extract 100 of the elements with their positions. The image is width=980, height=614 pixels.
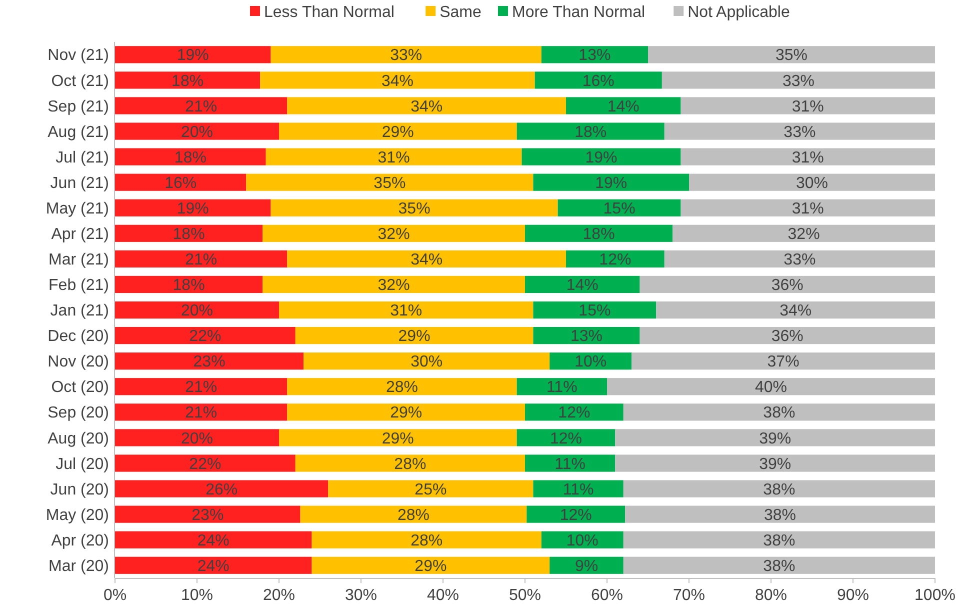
bar: [115, 429, 279, 446]
bar: [115, 72, 260, 89]
x-tick-label: 30%: [344, 587, 378, 604]
data-label: 37%: [767, 354, 800, 371]
data-label: 38%: [763, 404, 796, 422]
data-label: 32%: [378, 277, 410, 294]
x-tick-label: 0%: [103, 587, 127, 604]
bar: [625, 506, 935, 523]
bar: [533, 326, 640, 344]
legend-label: Not Applicable: [688, 4, 790, 21]
data-label: 22%: [189, 456, 222, 473]
bar: [680, 199, 935, 216]
data-label: 21%: [185, 404, 218, 422]
bar: [516, 122, 664, 140]
bar: [615, 454, 935, 472]
bar: [115, 378, 288, 396]
bar: [615, 429, 935, 446]
data-label: 13%: [570, 328, 603, 346]
y-tick-label: Aug (21): [48, 124, 109, 141]
data-label: 23%: [193, 354, 226, 371]
bar: [623, 531, 935, 548]
x-tick-label: 70%: [672, 587, 706, 604]
y-tick-label: Jul (20): [56, 456, 109, 473]
data-label: 38%: [763, 532, 796, 550]
bar: [623, 556, 935, 574]
bar: [287, 404, 525, 421]
y-tick-label: Mar (21): [48, 252, 109, 269]
bar: [262, 276, 525, 294]
data-label: 14%: [607, 98, 640, 116]
bar: [522, 148, 681, 166]
y-tick-label: May (21): [46, 200, 109, 218]
data-label: 34%: [780, 302, 812, 320]
bar: [246, 174, 534, 191]
bar: [525, 276, 640, 294]
x-tick-label: 40%: [426, 587, 460, 604]
legend-label: Same: [440, 4, 482, 21]
data-label: 40%: [754, 379, 788, 396]
y-tick-label: Oct (21): [51, 72, 109, 90]
bar: [287, 97, 566, 114]
data-label: 31%: [792, 200, 824, 218]
data-label: 23%: [192, 506, 224, 524]
bar: [262, 224, 525, 242]
bar: [632, 352, 935, 370]
bar: [260, 72, 535, 89]
bar: [287, 378, 517, 396]
bar: [115, 250, 288, 268]
data-label: 39%: [759, 430, 792, 448]
bar: [312, 531, 542, 548]
data-label: 34%: [410, 98, 443, 116]
data-label: 32%: [378, 226, 410, 243]
bar: [279, 301, 534, 319]
data-label: 29%: [414, 558, 447, 575]
y-tick-label: Jun (20): [50, 481, 109, 498]
bar: [533, 174, 689, 191]
data-label: 34%: [410, 252, 443, 269]
data-label: 19%: [595, 174, 628, 192]
data-label: 10%: [566, 532, 598, 550]
bar: [300, 506, 527, 523]
legend-label: Less Than Normal: [264, 4, 394, 21]
data-label: 20%: [180, 302, 214, 320]
data-label: 26%: [206, 481, 238, 498]
y-tick-label: Oct (20): [51, 379, 109, 396]
bar: [115, 174, 246, 191]
bar: [270, 199, 558, 216]
data-label: 35%: [374, 174, 406, 192]
data-label: 24%: [197, 532, 230, 550]
data-label: 36%: [771, 277, 804, 294]
bar: [648, 46, 935, 64]
bar: [664, 122, 935, 140]
bar: [115, 506, 300, 523]
data-label: 19%: [176, 47, 209, 64]
y-tick-label: Jun (21): [50, 174, 109, 192]
bar: [680, 148, 935, 166]
y-tick-label: Apr (20): [51, 532, 109, 550]
data-label: 29%: [382, 430, 414, 448]
bar: [516, 429, 616, 446]
bar: [516, 378, 607, 396]
bar: [328, 480, 534, 498]
y-tick-label: May (20): [46, 506, 109, 524]
data-label: 20%: [180, 124, 214, 141]
data-label: 15%: [603, 200, 636, 218]
bar: [115, 556, 312, 574]
bar: [533, 301, 656, 319]
legend-label: More Than Normal: [512, 4, 646, 21]
data-label: 24%: [197, 558, 230, 575]
bar: [689, 174, 935, 191]
data-label: 21%: [185, 379, 218, 396]
bar: [115, 301, 279, 319]
data-label: 28%: [397, 506, 430, 524]
data-label: 28%: [386, 379, 418, 396]
bar: [558, 199, 681, 216]
data-label: 31%: [390, 302, 422, 320]
bar: [525, 454, 616, 472]
bar: [295, 454, 525, 472]
bar: [656, 301, 935, 319]
data-label: 38%: [763, 558, 796, 575]
x-tick-label: 20%: [262, 587, 296, 604]
bar: [115, 122, 279, 140]
data-label: 19%: [585, 149, 618, 166]
y-tick-label: Apr (21): [51, 226, 109, 243]
